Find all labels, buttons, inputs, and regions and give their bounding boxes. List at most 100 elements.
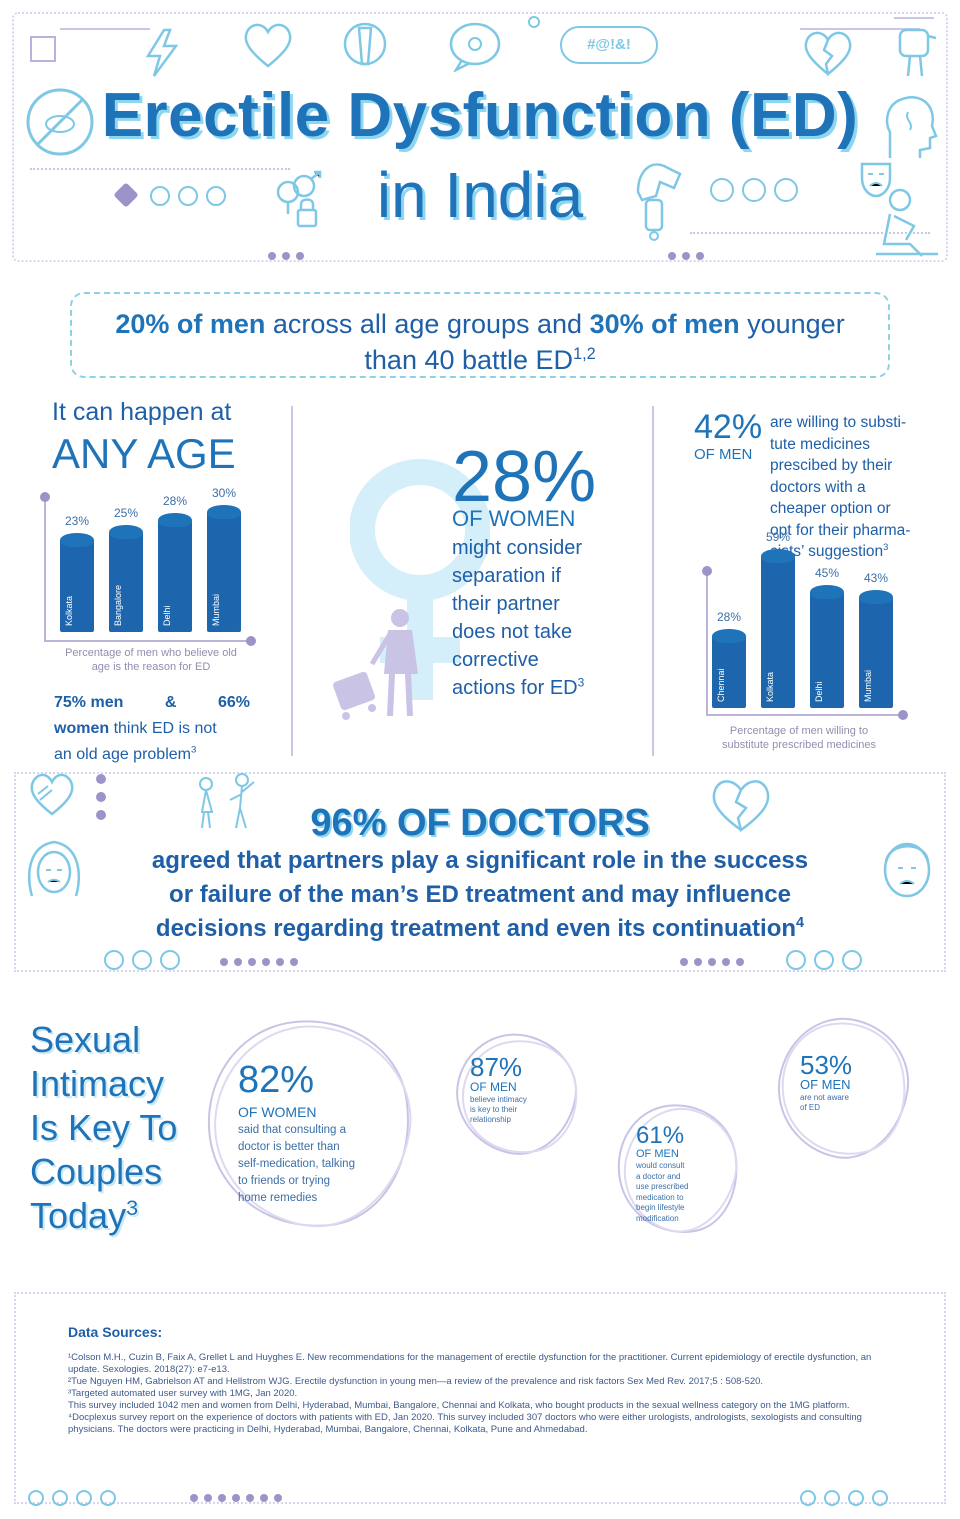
bandaged-heart-icon xyxy=(26,772,78,823)
source-1: ¹Colson M.H., Cuzin B, Faix A, Grellet L… xyxy=(68,1352,872,1375)
women-line-3: their partner xyxy=(452,593,560,615)
bubble-2-line: relationship xyxy=(470,1115,511,1124)
stat-rest-1: think ED is not xyxy=(113,720,217,737)
deco-dots xyxy=(668,252,704,260)
bubble-2-line: is key to their xyxy=(470,1105,518,1114)
chart1-y-axis xyxy=(44,496,46,642)
substitute-line-1: are willing to substi- xyxy=(770,414,907,431)
data-sources: Data Sources: ¹Colson M.H., Cuzin B, Fai… xyxy=(68,1325,898,1436)
doctors-headline: 96% OF DOCTORS xyxy=(310,802,650,844)
chart-category-label: Delhi xyxy=(162,605,172,626)
chart-bar-cap xyxy=(109,525,143,539)
chart-bar-cap xyxy=(712,629,746,643)
sad-man-face-icon xyxy=(876,832,938,909)
doctors-text: agreed that partners play a significant … xyxy=(0,844,960,946)
women-line-4: does not take xyxy=(452,621,573,643)
source-3: ³Targeted automated user survey with 1MG… xyxy=(68,1388,298,1399)
bubble-1-text: said that consulting a doctor is better … xyxy=(238,1122,355,1207)
chart-value-label: 45% xyxy=(814,566,840,580)
any-age-stat: 75% men & 66% women think ED is not an old… xyxy=(54,690,250,768)
bubble-3-line: medication to xyxy=(636,1192,684,1202)
woman-suitcase-icon xyxy=(332,604,432,729)
stat-women: women xyxy=(54,720,110,737)
axis-dot xyxy=(702,566,712,576)
chart-bar-cap xyxy=(761,549,795,563)
deco-circles xyxy=(104,950,180,970)
page-subtitle: in India xyxy=(376,159,584,231)
chart-bar xyxy=(207,512,241,632)
speech-bubble-icon: #@!&! xyxy=(560,26,658,64)
header-frame xyxy=(12,12,948,262)
mask-icon xyxy=(858,160,894,203)
fist-icon xyxy=(890,16,940,91)
chart-category-label: Chennai xyxy=(716,668,726,702)
banner-bold-3: 30% of men xyxy=(589,309,740,339)
stat-75-men: 75% men xyxy=(54,694,124,711)
chart-value-label: 28% xyxy=(716,610,742,624)
bubble-2-line: believe intimacy xyxy=(470,1095,527,1104)
women-line-6: actions for ED xyxy=(452,677,578,699)
chart-bar xyxy=(109,532,143,632)
bubble-4-label: OF MEN xyxy=(800,1077,851,1092)
bubble-3-text: would consult a doctor and use prescribe… xyxy=(636,1161,688,1224)
substitute-line-7: cists’ suggestion xyxy=(770,543,884,560)
deco-dots xyxy=(268,252,304,260)
axis-dot xyxy=(246,636,256,646)
chart-category-label: Mumbai xyxy=(863,669,873,702)
deco-circles xyxy=(786,950,862,970)
intimacy-line-5: Today xyxy=(30,1195,127,1236)
deco-circles xyxy=(800,1490,888,1506)
head-profile-icon xyxy=(880,92,940,167)
sad-person-icon xyxy=(870,186,944,265)
doctors-line-3: decisions regarding treatment and even i… xyxy=(155,915,797,942)
chart2-x-axis xyxy=(706,714,902,716)
chart2-caption: Percentage of men willing to substitute … xyxy=(721,725,877,751)
substitute-line-2: tute medicines xyxy=(770,435,870,453)
bubble-4-text: are not aware of ED xyxy=(800,1093,849,1113)
chart-bar xyxy=(761,556,795,708)
bubble-1-line: to friends or trying xyxy=(238,1175,331,1187)
intimacy-heading: Sexual Intimacy Is Key To Couples Today3 xyxy=(30,1018,177,1238)
substitute-label: OF MEN xyxy=(694,446,753,463)
chart-value-label: 23% xyxy=(64,514,90,528)
lightning-icon xyxy=(140,28,184,83)
deco-line xyxy=(60,28,150,30)
chart-value-label: 43% xyxy=(863,571,889,585)
stat-banner: 20% of men across all age groups and 30%… xyxy=(70,292,890,378)
bubble-1-label: OF WOMEN xyxy=(238,1104,317,1120)
doctors-line-1: agreed that partners play a significant … xyxy=(151,847,809,874)
bubble-3-percent: 61% xyxy=(636,1122,685,1149)
chart-category-label: Delhi xyxy=(814,681,824,702)
deco-dots xyxy=(96,774,106,820)
substitute-line-4: doctors with a xyxy=(770,478,866,496)
deco-circles xyxy=(710,178,798,202)
chart-bar-cap xyxy=(207,505,241,519)
axis-dot xyxy=(898,710,908,720)
chart-bar xyxy=(60,540,94,632)
chart-bar xyxy=(712,636,746,708)
chart-category-label: Bangalore xyxy=(113,584,123,626)
bubble-1-line: home remedies xyxy=(238,1192,318,1204)
women-percent: 28% xyxy=(452,437,597,517)
banner-text-4: younger xyxy=(739,309,845,339)
page-title: Erectile Dysfunction (ED) xyxy=(101,81,859,150)
bubble-4-percent: 53% xyxy=(800,1050,853,1080)
banner-text-2: across all age groups and xyxy=(265,309,590,339)
bubble-1-line: doctor is better than xyxy=(238,1141,340,1153)
substitute-sup: 3 xyxy=(883,541,889,552)
chart-value-label: 30% xyxy=(211,486,237,500)
stat-sup: 3 xyxy=(190,744,197,756)
square-icon xyxy=(30,36,56,62)
women-text: might consider separation if their partn… xyxy=(452,534,584,702)
drill-icon xyxy=(340,20,390,85)
substitute-percent: 42% xyxy=(694,408,763,446)
no-symbol-icon xyxy=(22,84,98,165)
bubble-1-line: self-medication, talking xyxy=(238,1158,355,1170)
doctors-frame xyxy=(14,772,946,972)
chart2-y-axis xyxy=(706,570,708,716)
bubble-2-label: OF MEN xyxy=(470,1080,517,1094)
chat-bubble-icon xyxy=(448,20,502,77)
doctors-line-2: or failure of the man’s ED treatment and… xyxy=(169,881,791,908)
chart-bar xyxy=(859,597,893,708)
intimacy-line-1: Sexual xyxy=(30,1019,141,1060)
